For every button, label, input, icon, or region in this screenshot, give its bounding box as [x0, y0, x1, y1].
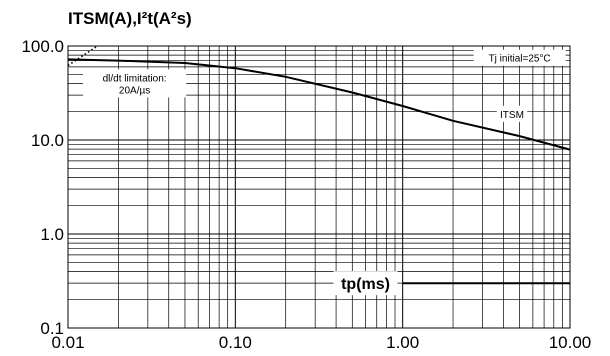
x-axis-label: tp(ms) — [333, 271, 398, 296]
annotation-text: ITSM — [500, 110, 524, 121]
annotation-itsm: ITSM — [496, 105, 528, 122]
chart-title: ITSM(A),I²t(A²s) — [68, 9, 192, 28]
y-tick-label: 100.0 — [21, 37, 64, 56]
annotation-text: dl/dt limitation: — [103, 73, 167, 84]
x-tick-label: 0.01 — [51, 333, 84, 352]
annotation-background — [473, 49, 566, 66]
y-tick-label: 0.1 — [40, 319, 64, 338]
annotation-background — [496, 105, 528, 122]
y-tick-label: 1.0 — [40, 225, 64, 244]
x-tick-label: 10.00 — [549, 333, 592, 352]
annotation-didt: dl/dt limitation:20A/µs — [82, 69, 187, 98]
annotations: Tj initial=25°C ITSM dl/dt limitation:20A/… — [82, 49, 566, 122]
x-tick-label: 0.10 — [219, 333, 252, 352]
tick-labels: 0.01 0.10 1.00 10.00 0.1 1.0 10.0 100.0 tp(ms) — [21, 37, 591, 352]
plot-series — [67, 45, 571, 285]
y-tick-label: 10.0 — [31, 131, 64, 150]
x-axis-label-text: tp(ms) — [341, 276, 390, 293]
annotation-background — [82, 69, 187, 98]
series-line — [67, 45, 98, 67]
annotation-text: 20A/µs — [119, 85, 150, 96]
x-axis-label-background — [333, 271, 398, 296]
annotation-text: Tj initial=25°C — [489, 54, 551, 65]
plot-frame — [67, 45, 571, 329]
series-line — [67, 58, 571, 151]
x-tick-label: 1.00 — [386, 333, 419, 352]
annotation-tj: Tj initial=25°C — [473, 49, 566, 66]
